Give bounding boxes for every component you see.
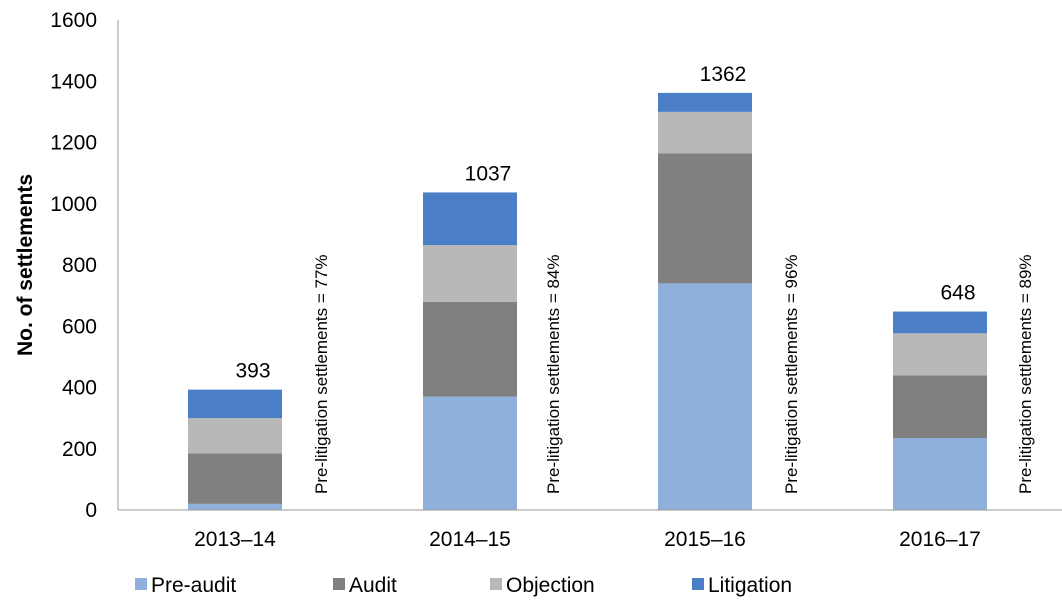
bar-total-label: 1362 xyxy=(700,63,747,86)
bar-total-label: 1037 xyxy=(465,162,512,185)
bar-segment-audit xyxy=(188,453,282,504)
y-tick-label: 800 xyxy=(62,254,97,277)
legend-swatch xyxy=(490,578,502,590)
pre-litigation-annotation: Pre-litigation settlements = 96% xyxy=(782,254,801,494)
bar-segment-pre-audit xyxy=(423,396,517,510)
y-tick-label: 200 xyxy=(62,438,97,461)
y-axis-title: No. of settlements xyxy=(14,174,37,356)
bar-segment-objection xyxy=(188,418,282,454)
y-tick-label: 1200 xyxy=(50,132,97,155)
y-tick-label: 0 xyxy=(85,499,97,522)
bar-segment-pre-audit xyxy=(893,438,987,510)
legend-label: Pre-audit xyxy=(151,574,236,597)
y-axis: 0 200 400 600 800 1000 1200 1400 1600 No. of sett… xyxy=(14,9,119,522)
bar-segment-objection xyxy=(893,333,987,376)
bar-segment-litigation xyxy=(188,389,282,419)
pre-litigation-annotation: Pre-litigation settlements = 84% xyxy=(544,254,563,494)
legend-label: Audit xyxy=(349,574,397,597)
y-tick-label: 400 xyxy=(62,377,97,400)
legend: Pre-audit Audit Objection Litigation xyxy=(135,574,792,597)
legend-label: Litigation xyxy=(708,574,792,597)
y-tick-label: 1600 xyxy=(50,9,97,32)
bar-total-label: 393 xyxy=(235,360,270,383)
bar-segment-pre-audit xyxy=(658,283,752,510)
pre-litigation-annotation: Pre-litigation settlements = 77% xyxy=(312,254,331,494)
bar-segment-audit xyxy=(423,301,517,397)
legend-swatch xyxy=(692,578,704,590)
x-tick-label: 2013–14 xyxy=(194,528,276,551)
bar-segment-litigation xyxy=(893,311,987,334)
bar-segment-objection xyxy=(423,245,517,302)
bar-segment-litigation xyxy=(423,192,517,246)
y-tick-label: 1000 xyxy=(50,193,97,216)
pre-litigation-annotation: Pre-litigation settlements = 89% xyxy=(1016,254,1035,494)
y-tick-label: 600 xyxy=(62,315,97,338)
legend-label: Objection xyxy=(506,574,595,597)
bars-group: 393 Pre-litigation settlements = 77% 1037 P… xyxy=(188,63,1035,510)
bar-segment-audit xyxy=(893,375,987,439)
x-tick-label: 2014–15 xyxy=(429,528,511,551)
bar-segment-objection xyxy=(658,111,752,154)
legend-swatch xyxy=(333,578,345,590)
y-tick-label: 1400 xyxy=(50,70,97,93)
x-tick-label: 2016–17 xyxy=(899,528,981,551)
bar-segment-audit xyxy=(658,153,752,284)
legend-swatch xyxy=(135,578,147,590)
x-tick-label: 2015–16 xyxy=(664,528,746,551)
bar-segment-pre-audit xyxy=(188,503,282,510)
x-axis: 2013–14 2014–15 2015–16 2016–17 xyxy=(118,509,1062,551)
bar-total-label: 648 xyxy=(940,282,975,305)
bar-segment-litigation xyxy=(658,92,752,112)
